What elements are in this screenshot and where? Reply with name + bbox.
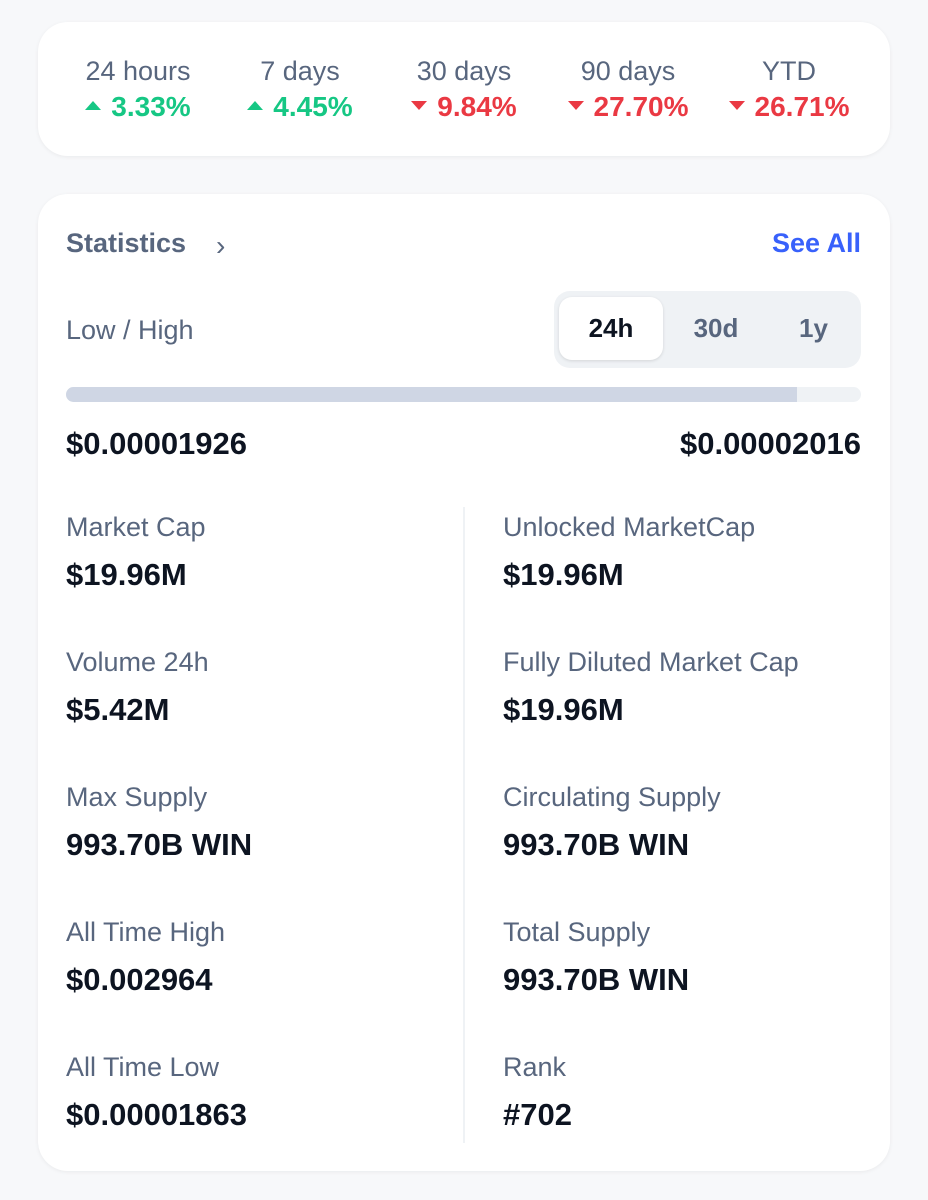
perf-label: 30 days xyxy=(416,56,512,86)
perf-value: 9.84% xyxy=(437,91,517,122)
low-high-bar xyxy=(66,387,861,402)
stat-item: All Time High $0.002964 xyxy=(66,917,225,998)
stat-item: Volume 24h $5.42M xyxy=(66,647,209,728)
stat-label: All Time High xyxy=(66,917,226,947)
perf-value: 26.71% xyxy=(754,91,850,122)
stat-label: Fully Diluted Market Cap xyxy=(503,647,799,677)
stat-item: Rank #702 xyxy=(503,1052,572,1133)
stat-value: $19.96M xyxy=(503,557,624,592)
stat-item: Max Supply 993.70B WIN xyxy=(66,782,252,863)
stat-label: Unlocked MarketCap xyxy=(503,512,756,542)
perf-30d: 30 days 9.84% xyxy=(379,56,549,123)
performance-card: 24 hours 3.33% 7 days 4.45% 30 days 9.84% 9… xyxy=(38,22,890,156)
perf-value: 27.70% xyxy=(593,91,689,122)
perf-label: YTD xyxy=(762,56,816,86)
low-high-bar-fill xyxy=(66,387,798,402)
perf-90d: 90 days 27.70% xyxy=(543,56,713,123)
perf-label: 24 hours xyxy=(85,56,191,86)
stat-item: Unlocked MarketCap $19.96M xyxy=(503,512,755,593)
chevron-right-icon[interactable]: › xyxy=(216,230,226,261)
stat-label: Circulating Supply xyxy=(503,782,721,812)
stat-value: $0.002964 xyxy=(66,962,213,997)
perf-value: 3.33% xyxy=(111,91,191,122)
stat-item: Total Supply 993.70B WIN xyxy=(503,917,689,998)
caret-down-icon xyxy=(411,101,428,111)
stat-label: Max Supply xyxy=(66,782,208,812)
stat-value: $19.96M xyxy=(503,692,624,727)
stat-label: Volume 24h xyxy=(66,647,209,677)
range-24h[interactable]: 24h xyxy=(559,297,663,360)
perf-ytd: YTD 26.71% xyxy=(704,56,874,123)
caret-up-icon xyxy=(247,101,264,111)
stat-item: Market Cap $19.96M xyxy=(66,512,206,593)
high-price: $0.00002016 xyxy=(679,426,861,461)
low-price: $0.00001926 xyxy=(66,426,248,461)
stat-label: Rank xyxy=(503,1052,567,1082)
stat-label: All Time Low xyxy=(66,1052,220,1082)
stat-label: Total Supply xyxy=(503,917,651,947)
caret-up-icon xyxy=(85,101,102,111)
caret-down-icon xyxy=(567,101,584,111)
column-divider xyxy=(463,507,465,1143)
range-selector: 24h 30d 1y xyxy=(554,291,861,368)
stat-value: $0.00001863 xyxy=(66,1097,248,1132)
range-1y[interactable]: 1y xyxy=(799,313,828,343)
stat-value: 993.70B WIN xyxy=(503,962,690,997)
perf-label: 7 days xyxy=(260,56,340,86)
see-all-link[interactable]: See All xyxy=(771,228,861,258)
stat-value: #702 xyxy=(503,1097,572,1132)
stat-label: Market Cap xyxy=(66,512,206,542)
stat-value: $19.96M xyxy=(66,557,187,592)
caret-down-icon xyxy=(728,101,745,111)
perf-7d: 7 days 4.45% xyxy=(215,56,385,123)
range-30d[interactable]: 30d xyxy=(693,313,739,343)
perf-label: 90 days xyxy=(580,56,676,86)
stat-value: 993.70B WIN xyxy=(503,827,690,862)
low-high-label: Low / High xyxy=(66,315,194,345)
stat-item: Circulating Supply 993.70B WIN xyxy=(503,782,721,863)
stat-item: Fully Diluted Market Cap $19.96M xyxy=(503,647,799,728)
statistics-title[interactable]: Statistics xyxy=(66,228,187,258)
stat-value: 993.70B WIN xyxy=(66,827,253,862)
stat-value: $5.42M xyxy=(66,692,170,727)
stat-item: All Time Low $0.00001863 xyxy=(66,1052,247,1133)
statistics-card: Statistics › See All Low / High 24h 30d … xyxy=(38,194,890,1171)
perf-value: 4.45% xyxy=(273,91,353,122)
perf-24h: 24 hours 3.33% xyxy=(53,56,223,123)
